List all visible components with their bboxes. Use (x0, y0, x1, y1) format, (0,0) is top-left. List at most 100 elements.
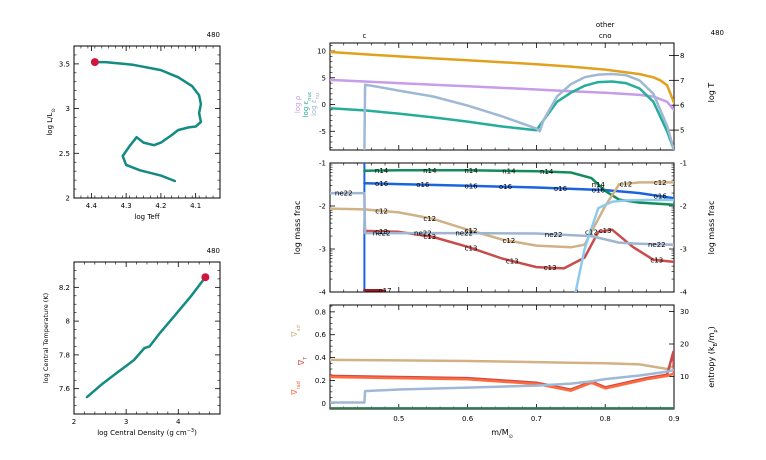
abundance-series-label: ne22 (373, 230, 391, 238)
hr-y-tick-label: 3 (66, 105, 70, 113)
gradient-series-line-0 (330, 358, 674, 371)
gradient-x-tick-label: 0.7 (531, 415, 542, 423)
abundance-series-label: n14 (423, 167, 437, 175)
hr-track-line (93, 60, 203, 183)
hr-ylabel: log L/L⊙ (46, 108, 57, 135)
gradient-x-tick-label: 0.6 (462, 415, 474, 423)
abundance-series-label: o16 (499, 183, 513, 191)
abundance-series-label: c13 (465, 245, 478, 253)
gradient-yright-tick-label: 10 (680, 373, 689, 381)
gradient-yright-tick-label: 30 (680, 308, 689, 316)
abundance-series-label: n14 (592, 181, 606, 189)
structure-frame (329, 42, 675, 151)
abundance-series-label: o16 (375, 180, 389, 188)
hr-current-point-marker (90, 58, 99, 67)
gradient-yright-tick-label: 20 (680, 341, 689, 349)
abundance-yright-tick-label: -1 (680, 160, 687, 168)
abundance-series-line-2 (330, 181, 674, 249)
abundance-series-label: c12 (619, 180, 632, 188)
hr-model-number: 480 (207, 31, 220, 39)
abundance-series-line-3 (363, 228, 674, 270)
hr-y-tick-label: 2.5 (59, 150, 70, 158)
gradient-series-line-2 (330, 372, 674, 392)
structure-yright-tick-label: 5 (680, 127, 684, 135)
abundance-yleft-tick-label: -2 (319, 203, 326, 211)
structure-top-label: other (596, 21, 615, 29)
gradient-ylabel-2: ∇rad (290, 381, 302, 396)
abundance-series-line-6 (574, 198, 674, 292)
abundance-series-line-4 (330, 191, 674, 246)
abundance-frame (329, 162, 675, 293)
central-xlabel: log Central Density (g cm−3) (97, 428, 197, 437)
gradient-yleft-tick-label: 0 (322, 400, 326, 408)
central-x-tick-label: 2 (72, 418, 76, 426)
structure-model-number: 480 (711, 29, 724, 37)
abundance-ylabel-right: log mass frac (707, 201, 716, 255)
abundance-yleft-tick-label: -1 (319, 160, 326, 168)
abundance-series-label: ne22 (455, 230, 473, 238)
structure-yleft-tick-label: -5 (319, 128, 326, 136)
abundance-series-label: c12 (654, 179, 667, 187)
structure-ylabel-0: log ρ (294, 95, 302, 113)
structure-top-label: cno (599, 32, 612, 40)
central-y-tick-label: 7.6 (59, 385, 71, 393)
abundance-series-line-0 (363, 181, 674, 200)
abundance-series-label: o16 (592, 186, 606, 194)
hr-x-tick-label: 4.3 (121, 202, 132, 210)
abundance-series-label: c12 (502, 237, 515, 245)
gradient-ylabel-1: ∇T (297, 356, 309, 366)
central-y-tick-label: 8 (66, 318, 70, 326)
central-model-number: 480 (207, 247, 220, 255)
abundance-series-label: c13 (599, 227, 612, 235)
gradient-x-tick-label: 0.5 (393, 415, 404, 423)
central-current-point-marker (201, 273, 210, 282)
hr-xlabel: log Teff (134, 213, 159, 221)
abundance-series-label: o17 (378, 287, 391, 295)
gradient-yleft-tick-label: 0.2 (315, 377, 326, 385)
gradient-yleft-tick-label: 0.6 (315, 331, 327, 339)
abundance-series-label: ne22 (545, 231, 563, 239)
abundance-series-line-1 (363, 169, 674, 206)
abundance-series-label: n14 (375, 167, 389, 175)
abundance-series-label: c12 (375, 207, 388, 215)
gradient-x-tick-label: 0.9 (668, 415, 679, 423)
central-x-tick-label: 4 (176, 418, 181, 426)
structure-series-line-2 (330, 80, 674, 150)
abundance-series-label: ne22 (414, 230, 432, 238)
structure-yleft-tick-label: 10 (317, 48, 326, 56)
structure-top-label: c (362, 32, 366, 40)
abundance-series-label: n14 (464, 167, 478, 175)
hr-y-tick-label: 3.5 (59, 60, 70, 68)
gradient-xlabel: m/M⊙ (491, 428, 513, 440)
gradient-ylabel-right: entropy (kB/mp) (707, 326, 719, 388)
abundance-yleft-tick-label: -4 (319, 289, 327, 297)
structure-yleft-tick-label: 5 (322, 74, 326, 82)
gradient-series-line-3 (330, 368, 674, 404)
abundance-yleft-tick-label: -3 (319, 246, 326, 254)
central-x-tick-label: 3 (124, 418, 128, 426)
abundance-series-label: ne22 (648, 241, 666, 249)
structure-yright-tick-label: 8 (680, 52, 684, 60)
hr-x-tick-label: 4.4 (86, 202, 98, 210)
central-y-tick-label: 7.8 (59, 351, 70, 359)
hr-frame (73, 45, 221, 199)
abundance-yright-tick-label: -4 (680, 289, 688, 297)
structure-ylabel-right: log T (707, 83, 716, 103)
hr-y-tick-label: 2 (66, 195, 70, 203)
abundance-ylabel-left: log mass frac (293, 201, 302, 255)
structure-ylabel-1: log εnuc (302, 91, 313, 117)
abundance-series-label: c13 (650, 257, 663, 265)
abundance-series-label: c13 (544, 264, 557, 272)
abundance-series-label: o16 (464, 182, 478, 190)
abundance-yright-tick-label: -2 (680, 203, 687, 211)
abundance-series-label: o16 (654, 193, 668, 201)
structure-yright-tick-label: 7 (680, 77, 684, 85)
central-track-line (85, 275, 207, 399)
abundance-series-label: o16 (416, 181, 430, 189)
gradient-yleft-tick-label: 0.8 (315, 308, 326, 316)
abundance-series-label: c12 (465, 227, 478, 235)
central-ylabel: log Central Temperature (K) (42, 293, 50, 383)
abundance-series-label: c12 (423, 215, 436, 223)
abundance-series-label: c13 (423, 233, 436, 241)
structure-ylabel-2: log εnu (310, 93, 321, 116)
